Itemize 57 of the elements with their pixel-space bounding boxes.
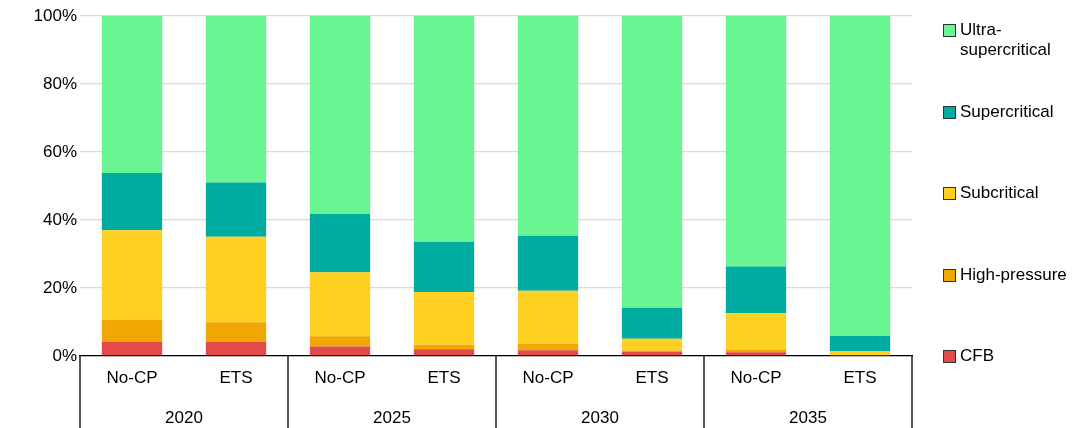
x-tick-label: ETS [843, 367, 877, 387]
bar [413, 16, 475, 242]
legend-label: Subcritical [960, 183, 1040, 203]
bar [517, 235, 579, 291]
bar [413, 349, 475, 356]
bar [829, 350, 891, 356]
x-tick-label: No-CP [730, 367, 782, 387]
bar [309, 213, 371, 273]
bar [517, 343, 579, 351]
bar [101, 173, 163, 231]
bar [413, 241, 475, 293]
bar [725, 313, 787, 350]
text: 2030 [581, 407, 619, 427]
y-tick-label: 60% [42, 141, 77, 161]
bar [413, 344, 475, 350]
bar [621, 307, 683, 339]
legend-label: Supercritical [960, 101, 1055, 122]
bar [309, 346, 371, 356]
y-tick-label: 80% [42, 73, 77, 93]
x-tick-label: ETS [635, 367, 669, 387]
bar [829, 16, 891, 336]
y-tick-label: 40% [42, 209, 77, 229]
bar [101, 341, 163, 356]
bar [829, 335, 891, 351]
bar [101, 16, 163, 174]
x-tick-label: ETS [219, 367, 253, 387]
bar [517, 290, 579, 344]
bar [621, 338, 683, 351]
x-tick-label: No-CP [106, 367, 158, 387]
bar [205, 16, 267, 183]
x-tick-label: ETS [427, 367, 461, 387]
bar [725, 16, 787, 267]
bar [205, 322, 267, 343]
x-tick-label: No-CP [522, 367, 574, 387]
bar [413, 292, 475, 345]
bar [205, 342, 267, 356]
bar [101, 230, 163, 320]
bar [309, 336, 371, 347]
text: 2035 [789, 407, 827, 427]
text: 2025 [373, 407, 411, 427]
bar [517, 350, 579, 356]
bar [725, 266, 787, 314]
y-tick-label: 100% [33, 5, 77, 25]
legend-label: CFB [960, 346, 995, 366]
x-tick-label: No-CP [314, 367, 366, 387]
y-tick-label: 0% [52, 345, 77, 365]
bar [309, 272, 371, 337]
bar [205, 236, 267, 323]
text: 2020 [165, 407, 203, 427]
legend-label: Ultra-supercritical [960, 20, 1052, 60]
bar [517, 16, 579, 236]
y-tick-label: 20% [42, 277, 77, 297]
legend-label: High-pressure [960, 264, 1068, 285]
bar [205, 182, 267, 237]
bar [309, 16, 371, 214]
bar [621, 16, 683, 308]
bar [101, 319, 163, 342]
